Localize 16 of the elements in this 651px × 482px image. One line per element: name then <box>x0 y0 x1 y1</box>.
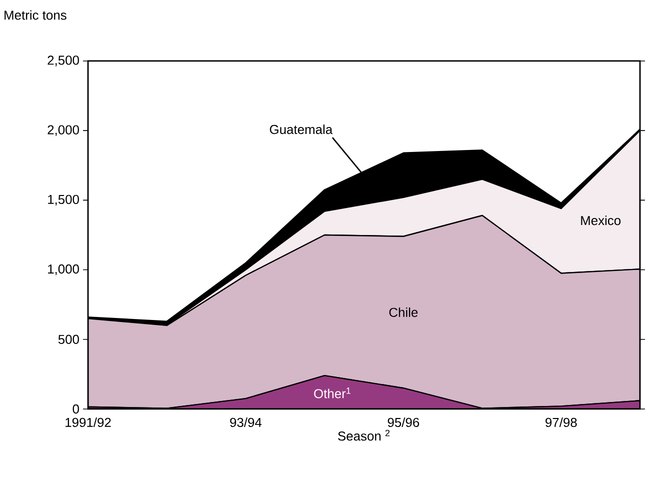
series-label: Chile <box>389 307 418 317</box>
y-tick-label: 500 <box>58 334 79 344</box>
y-tick-label: 0 <box>72 404 79 414</box>
text: Guatemala <box>270 124 333 134</box>
x-tick-label: 1991/92 <box>66 418 111 428</box>
x-tick-label: 93/94 <box>230 418 262 428</box>
y-tick-label: 2,500 <box>48 56 79 66</box>
y-tick-label: 2,000 <box>48 125 79 136</box>
x-tick-label: 95/96 <box>388 418 420 428</box>
x-tick-label: 97/98 <box>546 418 577 428</box>
y-tick-label: 1,500 <box>48 194 79 206</box>
y-tick-label: 1,000 <box>48 264 79 276</box>
series-label: Other$^{1}$ <box>314 388 350 398</box>
series-label: Mexico <box>581 216 621 226</box>
y-axis-title: Metric tons <box>4 10 66 20</box>
x-axis-title: Season $^{2}$ <box>338 430 390 441</box>
